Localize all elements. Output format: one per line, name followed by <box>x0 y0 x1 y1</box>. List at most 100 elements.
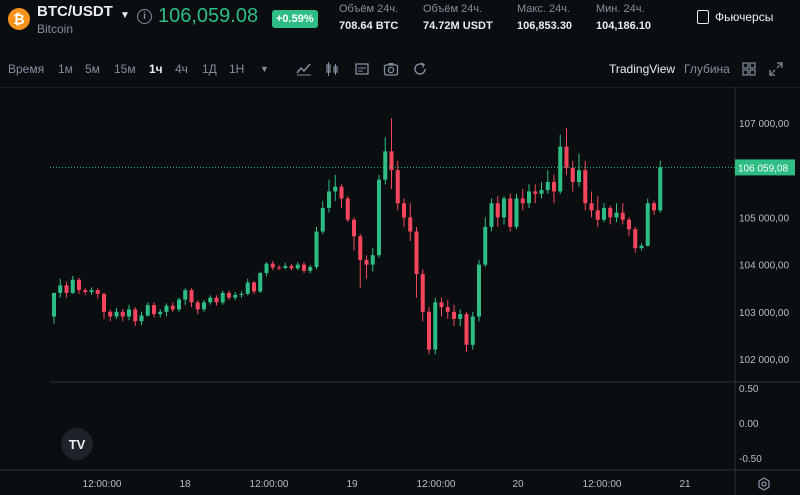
candle-body <box>333 186 338 192</box>
time-tick-label: 20 <box>512 479 524 490</box>
candle-body <box>614 212 619 218</box>
candle-body <box>508 198 513 227</box>
candle-body <box>402 203 406 218</box>
tab-tradingview[interactable]: TradingView <box>609 62 676 76</box>
candle-body <box>502 198 506 218</box>
drawing-tools-icon[interactable] <box>354 61 370 77</box>
candle-body <box>627 219 631 230</box>
candle-body <box>377 179 381 256</box>
candle-body <box>58 285 63 293</box>
futures-link[interactable]: Фьючерсы <box>697 10 773 24</box>
candle-body <box>577 170 581 182</box>
interval-1m[interactable]: 1м <box>58 62 73 76</box>
last-price-box <box>735 159 795 176</box>
caret-down-icon[interactable]: ▼ <box>120 10 130 21</box>
fullscreen-icon[interactable] <box>768 61 784 77</box>
candle-body <box>489 203 494 227</box>
candle-body <box>620 212 625 220</box>
stat-label: Объём 24ч. <box>339 3 399 15</box>
pair-selector[interactable]: BTC/USDT <box>37 3 113 20</box>
tab-depth[interactable]: Глубина <box>684 62 730 76</box>
candle-body <box>158 311 163 315</box>
candle-body <box>220 292 225 303</box>
candle-body <box>264 263 269 274</box>
candle-body <box>70 279 75 293</box>
more-intervals-icon[interactable]: ▼ <box>260 64 269 74</box>
indicator-tick-label: -0.50 <box>739 454 762 465</box>
interval-1d[interactable]: 1Д <box>202 62 217 76</box>
tradingview-logo: TV <box>61 428 93 460</box>
interval-1w[interactable]: 1Н <box>229 62 245 76</box>
candle-body <box>120 311 125 317</box>
candle-body <box>183 290 188 300</box>
candle-body <box>152 305 156 315</box>
candle-body <box>570 167 575 182</box>
candle-body <box>408 217 413 232</box>
chart-settings-icon[interactable] <box>757 477 771 491</box>
candle-body <box>133 309 138 322</box>
candle-body <box>77 279 81 291</box>
candle-type-icon[interactable] <box>324 61 340 77</box>
candle-body <box>514 198 519 227</box>
last-price-marker: 106 059,08 <box>50 159 795 176</box>
info-icon[interactable]: i <box>137 9 152 24</box>
candle-body <box>358 236 363 260</box>
coin-full-name: Bitcoin <box>37 22 74 36</box>
candle-body <box>295 264 300 269</box>
stat-volume-quote: Объём 24ч. 74.72M USDT <box>423 3 493 32</box>
candle-body <box>89 290 94 292</box>
interval-1h[interactable]: 1ч <box>149 62 163 76</box>
candle-body <box>270 263 275 268</box>
candle-body <box>277 267 281 269</box>
interval-5m[interactable]: 5м <box>85 62 100 76</box>
camera-icon[interactable] <box>383 61 399 77</box>
candle-body <box>208 297 213 303</box>
price-tick-label: 105 000,00 <box>739 213 789 224</box>
time-tick-label: 12:00:00 <box>83 479 122 490</box>
candle-body <box>114 311 119 317</box>
indicator-tick-label: 0.50 <box>739 384 759 395</box>
time-tick-label: 21 <box>679 479 691 490</box>
stat-high: Макс. 24ч. 106,853.30 <box>517 3 572 32</box>
candle-body <box>320 207 325 232</box>
candle-body <box>102 293 106 312</box>
ticker-header: ₿ BTC/USDT ▼ Bitcoin i 106,059.08 +0.59%… <box>0 0 800 44</box>
candle-body <box>145 305 150 316</box>
stat-label: Объём 24ч. <box>423 3 483 15</box>
candle-body <box>252 282 256 292</box>
candle-body <box>308 266 313 271</box>
interval-15m[interactable]: 15м <box>114 62 136 76</box>
grid-layout-icon[interactable] <box>741 61 757 77</box>
price-change-badge: +0.59% <box>272 10 318 28</box>
candle-body <box>433 302 438 350</box>
candle-body <box>283 266 288 268</box>
time-tick-label: 12:00:00 <box>583 479 622 490</box>
candle-body <box>95 290 100 294</box>
candle-body <box>608 207 613 218</box>
candle-body <box>64 285 69 293</box>
refresh-icon[interactable] <box>412 61 428 77</box>
interval-4h[interactable]: 4ч <box>175 62 188 76</box>
chart-toolbar: Время 1м 5м 15м 1ч 4ч 1Д 1Н ▼ TradingVie… <box>0 55 800 83</box>
candle-body <box>383 151 388 180</box>
time-label[interactable]: Время <box>8 62 45 76</box>
candle-body <box>552 182 556 192</box>
candle-body <box>233 294 238 298</box>
candle-body <box>483 226 488 265</box>
candle-body <box>527 191 531 204</box>
candle-body <box>658 167 663 211</box>
futures-icon <box>697 10 709 24</box>
candle-body <box>520 198 525 204</box>
stat-volume-base: Объём 24ч. 708.64 BTC <box>339 3 398 32</box>
candle-body <box>439 302 444 308</box>
indicators-icon[interactable] <box>296 61 312 77</box>
last-price: 106,059.08 <box>158 5 259 27</box>
candle-body <box>352 219 356 237</box>
time-tick-label: 19 <box>346 479 358 490</box>
candle-body <box>139 315 144 322</box>
candle-body <box>370 255 375 265</box>
stat-label: Макс. 24ч. <box>517 3 570 15</box>
stat-label: Мин. 24ч. <box>596 3 645 15</box>
futures-label: Фьючерсы <box>715 10 774 24</box>
